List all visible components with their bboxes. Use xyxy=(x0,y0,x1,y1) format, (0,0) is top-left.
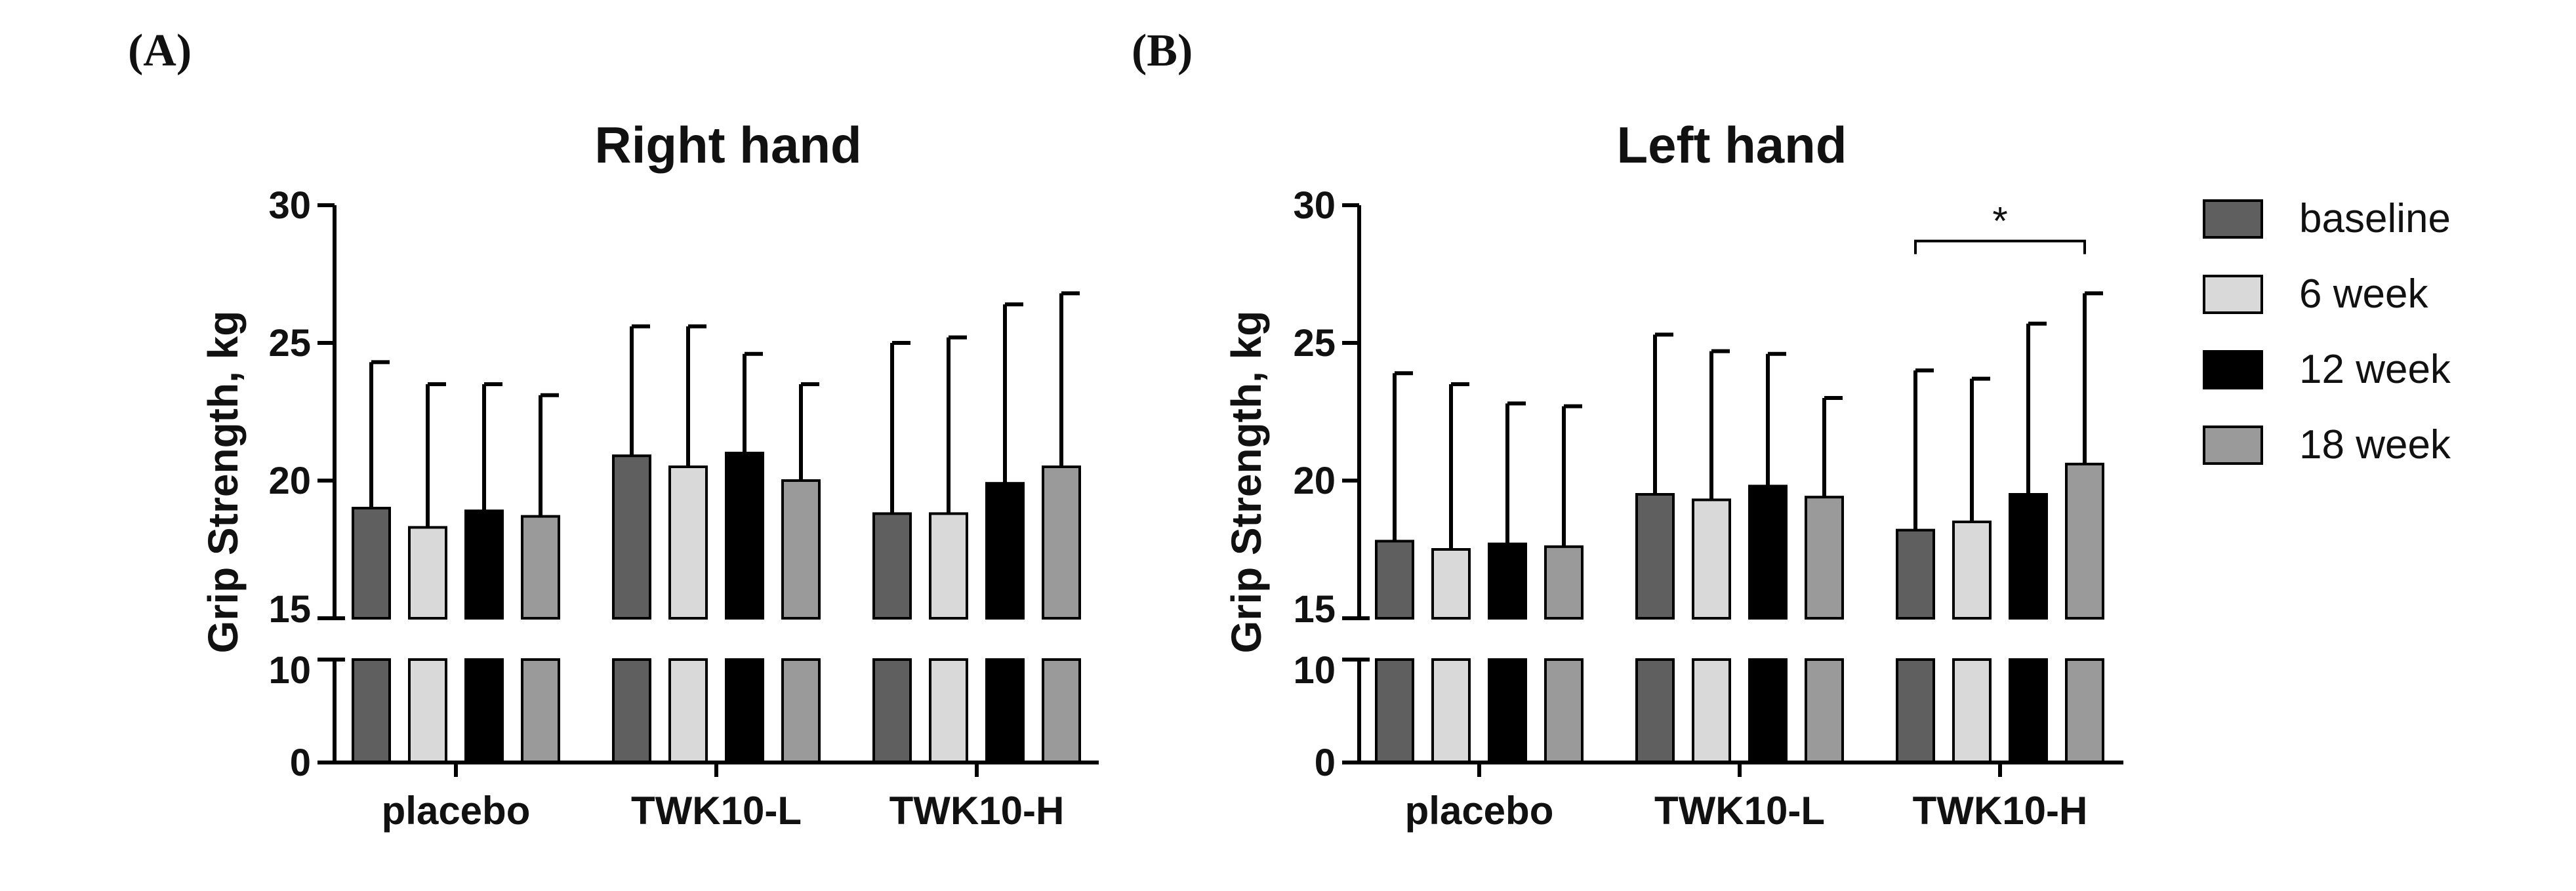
y-tick-label-0: 0 xyxy=(1315,742,1336,784)
x-tick-label-placebo: placebo xyxy=(382,789,531,833)
bar-twk10-h-baseline-upper xyxy=(1896,528,1935,620)
x-tick-label-placebo: placebo xyxy=(1405,789,1554,833)
x-tick-label-twk10-l: TWK10-L xyxy=(1654,789,1825,833)
panel-left-hand: (B) Left hand Grip Strength, kg * 15 20 25 3… xyxy=(1132,26,2123,833)
bar-twk10-h-12-week-upper xyxy=(985,482,1025,620)
x-tick-label-twk10-h: TWK10-H xyxy=(889,789,1065,833)
bar-twk10-l-12-week-lower xyxy=(1748,658,1788,764)
legend-label-baseline: baseline xyxy=(2299,196,2451,241)
bar-placebo-18-week-lower xyxy=(521,658,560,764)
bar-twk10-h-6-week-upper xyxy=(1952,521,1992,620)
y-tick-label-20: 20 xyxy=(1293,460,1336,502)
y-tick-label-0: 0 xyxy=(290,742,311,784)
bar-twk10-h-baseline-upper xyxy=(872,512,912,620)
bar-placebo-12-week-lower xyxy=(464,658,504,764)
bar-placebo-18-week-upper xyxy=(521,515,560,620)
axes-right: 15 20 25 30 0 10 placebo TWK10-L TWK10-H xyxy=(268,184,1099,833)
legend-label-6-week: 6 week xyxy=(2299,271,2428,317)
panel-label-a: (A) xyxy=(128,26,192,76)
bar-placebo-6-week-lower xyxy=(408,658,447,764)
y-tick-label-15: 15 xyxy=(1293,588,1336,631)
bar-placebo-12-week-upper xyxy=(1488,542,1527,620)
bar-twk10-l-18-week-lower xyxy=(1805,658,1844,764)
legend-swatch-18-week xyxy=(2203,426,2263,465)
significance-bracket xyxy=(1914,239,2086,254)
significance-star: * xyxy=(1992,199,2007,243)
bar-placebo-6-week-lower xyxy=(1431,658,1471,764)
bar-twk10-l-baseline-upper xyxy=(1635,493,1675,620)
bar-twk10-l-18-week-upper xyxy=(781,479,821,620)
bar-placebo-baseline-lower xyxy=(1375,658,1414,764)
bar-placebo-12-week-upper xyxy=(464,509,504,620)
bars-right xyxy=(352,291,1081,764)
bar-placebo-18-week-lower xyxy=(1544,658,1584,764)
bar-twk10-l-baseline-lower xyxy=(1635,658,1675,764)
y-tick-label-25: 25 xyxy=(1293,322,1336,365)
bar-twk10-h-baseline-lower xyxy=(872,658,912,764)
bar-twk10-l-6-week-upper xyxy=(668,465,708,620)
y-tick-label-10: 10 xyxy=(1293,649,1336,692)
bar-twk10-l-12-week-upper xyxy=(725,452,764,620)
bar-placebo-baseline-lower xyxy=(352,658,391,764)
legend-label-18-week: 18 week xyxy=(2299,422,2451,467)
bar-twk10-l-12-week-lower xyxy=(725,658,764,764)
bar-placebo-6-week-upper xyxy=(1431,548,1471,620)
x-tick-label-twk10-l: TWK10-L xyxy=(631,789,802,833)
legend-swatch-6-week xyxy=(2203,275,2263,314)
bar-twk10-l-18-week-upper xyxy=(1805,496,1844,620)
bar-twk10-h-18-week-upper xyxy=(1042,465,1081,620)
legend: baseline 6 week 12 week 18 week xyxy=(2203,196,2451,467)
bar-placebo-12-week-lower xyxy=(1488,658,1527,764)
y-tick-label-25: 25 xyxy=(268,322,311,365)
y-tick-label-15: 15 xyxy=(268,588,311,631)
bar-twk10-h-6-week-lower xyxy=(1952,658,1992,764)
axes-left: * 15 20 25 30 0 10 placebo TWK10-L TWK10-H xyxy=(1293,184,2123,833)
y-axis-label-left: Grip Strength, kg xyxy=(1223,311,1270,654)
bar-twk10-l-6-week-upper xyxy=(1692,498,1731,620)
bar-twk10-h-6-week-upper xyxy=(929,512,968,620)
bar-placebo-6-week-upper xyxy=(408,526,447,620)
x-tick-label-twk10-h: TWK10-H xyxy=(1913,789,2088,833)
bar-twk10-h-18-week-upper xyxy=(2065,462,2104,620)
bar-twk10-h-18-week-lower xyxy=(1042,658,1081,764)
bar-placebo-baseline-upper xyxy=(352,507,391,620)
y-tick-label-30: 30 xyxy=(1293,184,1336,227)
panel-label-b: (B) xyxy=(1132,26,1193,76)
bar-twk10-h-baseline-lower xyxy=(1896,658,1935,764)
legend-label-12-week: 12 week xyxy=(2299,347,2451,392)
bar-twk10-l-12-week-upper xyxy=(1748,485,1788,620)
chart-title-left-hand: Left hand xyxy=(1617,116,1847,174)
bar-twk10-h-18-week-lower xyxy=(2065,658,2104,764)
bar-twk10-h-12-week-lower xyxy=(985,658,1025,764)
y-axis-label-right: Grip Strength, kg xyxy=(199,311,247,654)
bar-placebo-baseline-upper xyxy=(1375,540,1414,620)
bar-twk10-l-baseline-upper xyxy=(612,454,651,620)
bar-twk10-h-12-week-lower xyxy=(2009,658,2048,764)
y-tick-label-10: 10 xyxy=(268,649,311,692)
bar-twk10-h-12-week-upper xyxy=(2009,493,2048,620)
bar-twk10-l-18-week-lower xyxy=(781,658,821,764)
y-tick-label-30: 30 xyxy=(268,184,311,227)
bar-placebo-18-week-upper xyxy=(1544,545,1584,620)
panel-right-hand: (A) Right hand Grip Strength, kg 15 20 25 3… xyxy=(128,26,1099,833)
y-tick-label-20: 20 xyxy=(268,460,311,502)
bar-twk10-l-6-week-lower xyxy=(668,658,708,764)
legend-swatch-baseline xyxy=(2203,199,2263,239)
bar-twk10-l-6-week-lower xyxy=(1692,658,1731,764)
bar-twk10-l-baseline-lower xyxy=(612,658,651,764)
chart-title-right-hand: Right hand xyxy=(594,116,861,174)
bar-twk10-h-6-week-lower xyxy=(929,658,968,764)
legend-swatch-12-week xyxy=(2203,350,2263,389)
bars-left xyxy=(1375,291,2104,764)
